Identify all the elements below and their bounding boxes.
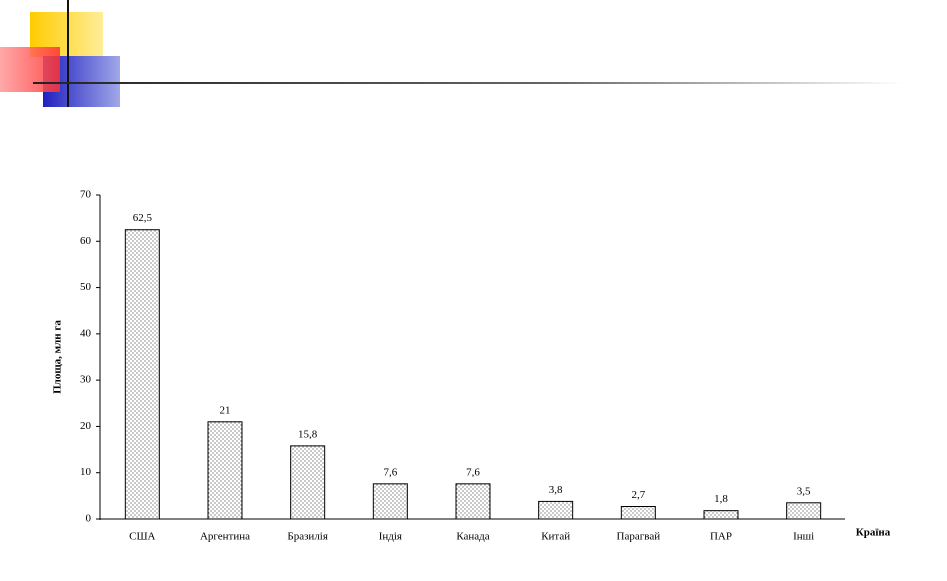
x-tick-label: Парагвай — [617, 531, 661, 543]
x-tick-label: Бразилія — [287, 531, 328, 543]
x-tick-label: США — [129, 531, 155, 543]
value-label: 3,5 — [797, 485, 811, 497]
x-axis-label: Країна — [856, 527, 891, 539]
decoration — [0, 0, 903, 107]
value-label: 21 — [220, 404, 231, 416]
bar — [124, 229, 160, 520]
x-tick-label: Канада — [456, 531, 489, 543]
bar — [290, 445, 326, 520]
x-tick-label: Інші — [793, 531, 814, 543]
x-tick-label: Індія — [379, 531, 402, 543]
value-label: 3,8 — [549, 484, 563, 496]
y-tick-label: 70 — [80, 189, 92, 201]
chart: Країна Площа, млн га 0 10 20 30 40 50 60 70 США 6… — [52, 189, 891, 543]
value-label: 7,6 — [466, 466, 480, 478]
y-tick-label: 50 — [80, 281, 92, 293]
bar — [703, 510, 739, 520]
value-label: 15,8 — [298, 428, 318, 440]
bar — [786, 502, 822, 520]
y-tick-label: 0 — [86, 513, 92, 525]
y-tick-label: 10 — [80, 466, 92, 478]
y-axis-label: Площа, млн га — [52, 320, 64, 394]
x-tick-label: Аргентина — [200, 531, 250, 543]
bar — [538, 500, 574, 520]
y-tick-label: 30 — [80, 374, 92, 386]
red-square — [0, 47, 60, 92]
bar — [620, 506, 656, 520]
bar — [207, 421, 243, 520]
value-label: 1,8 — [714, 493, 728, 505]
y-tick-label: 20 — [80, 420, 92, 432]
bar — [455, 483, 491, 520]
y-tick-label: 60 — [80, 235, 92, 247]
value-label: 62,5 — [133, 212, 153, 224]
x-tick-label: Китай — [541, 531, 570, 543]
horizontal-rule — [33, 82, 903, 84]
value-label: 7,6 — [383, 466, 397, 478]
x-tick-label: ПАР — [710, 531, 732, 543]
bar — [372, 483, 408, 520]
y-tick-label: 40 — [80, 327, 92, 339]
value-label: 2,7 — [631, 489, 645, 501]
